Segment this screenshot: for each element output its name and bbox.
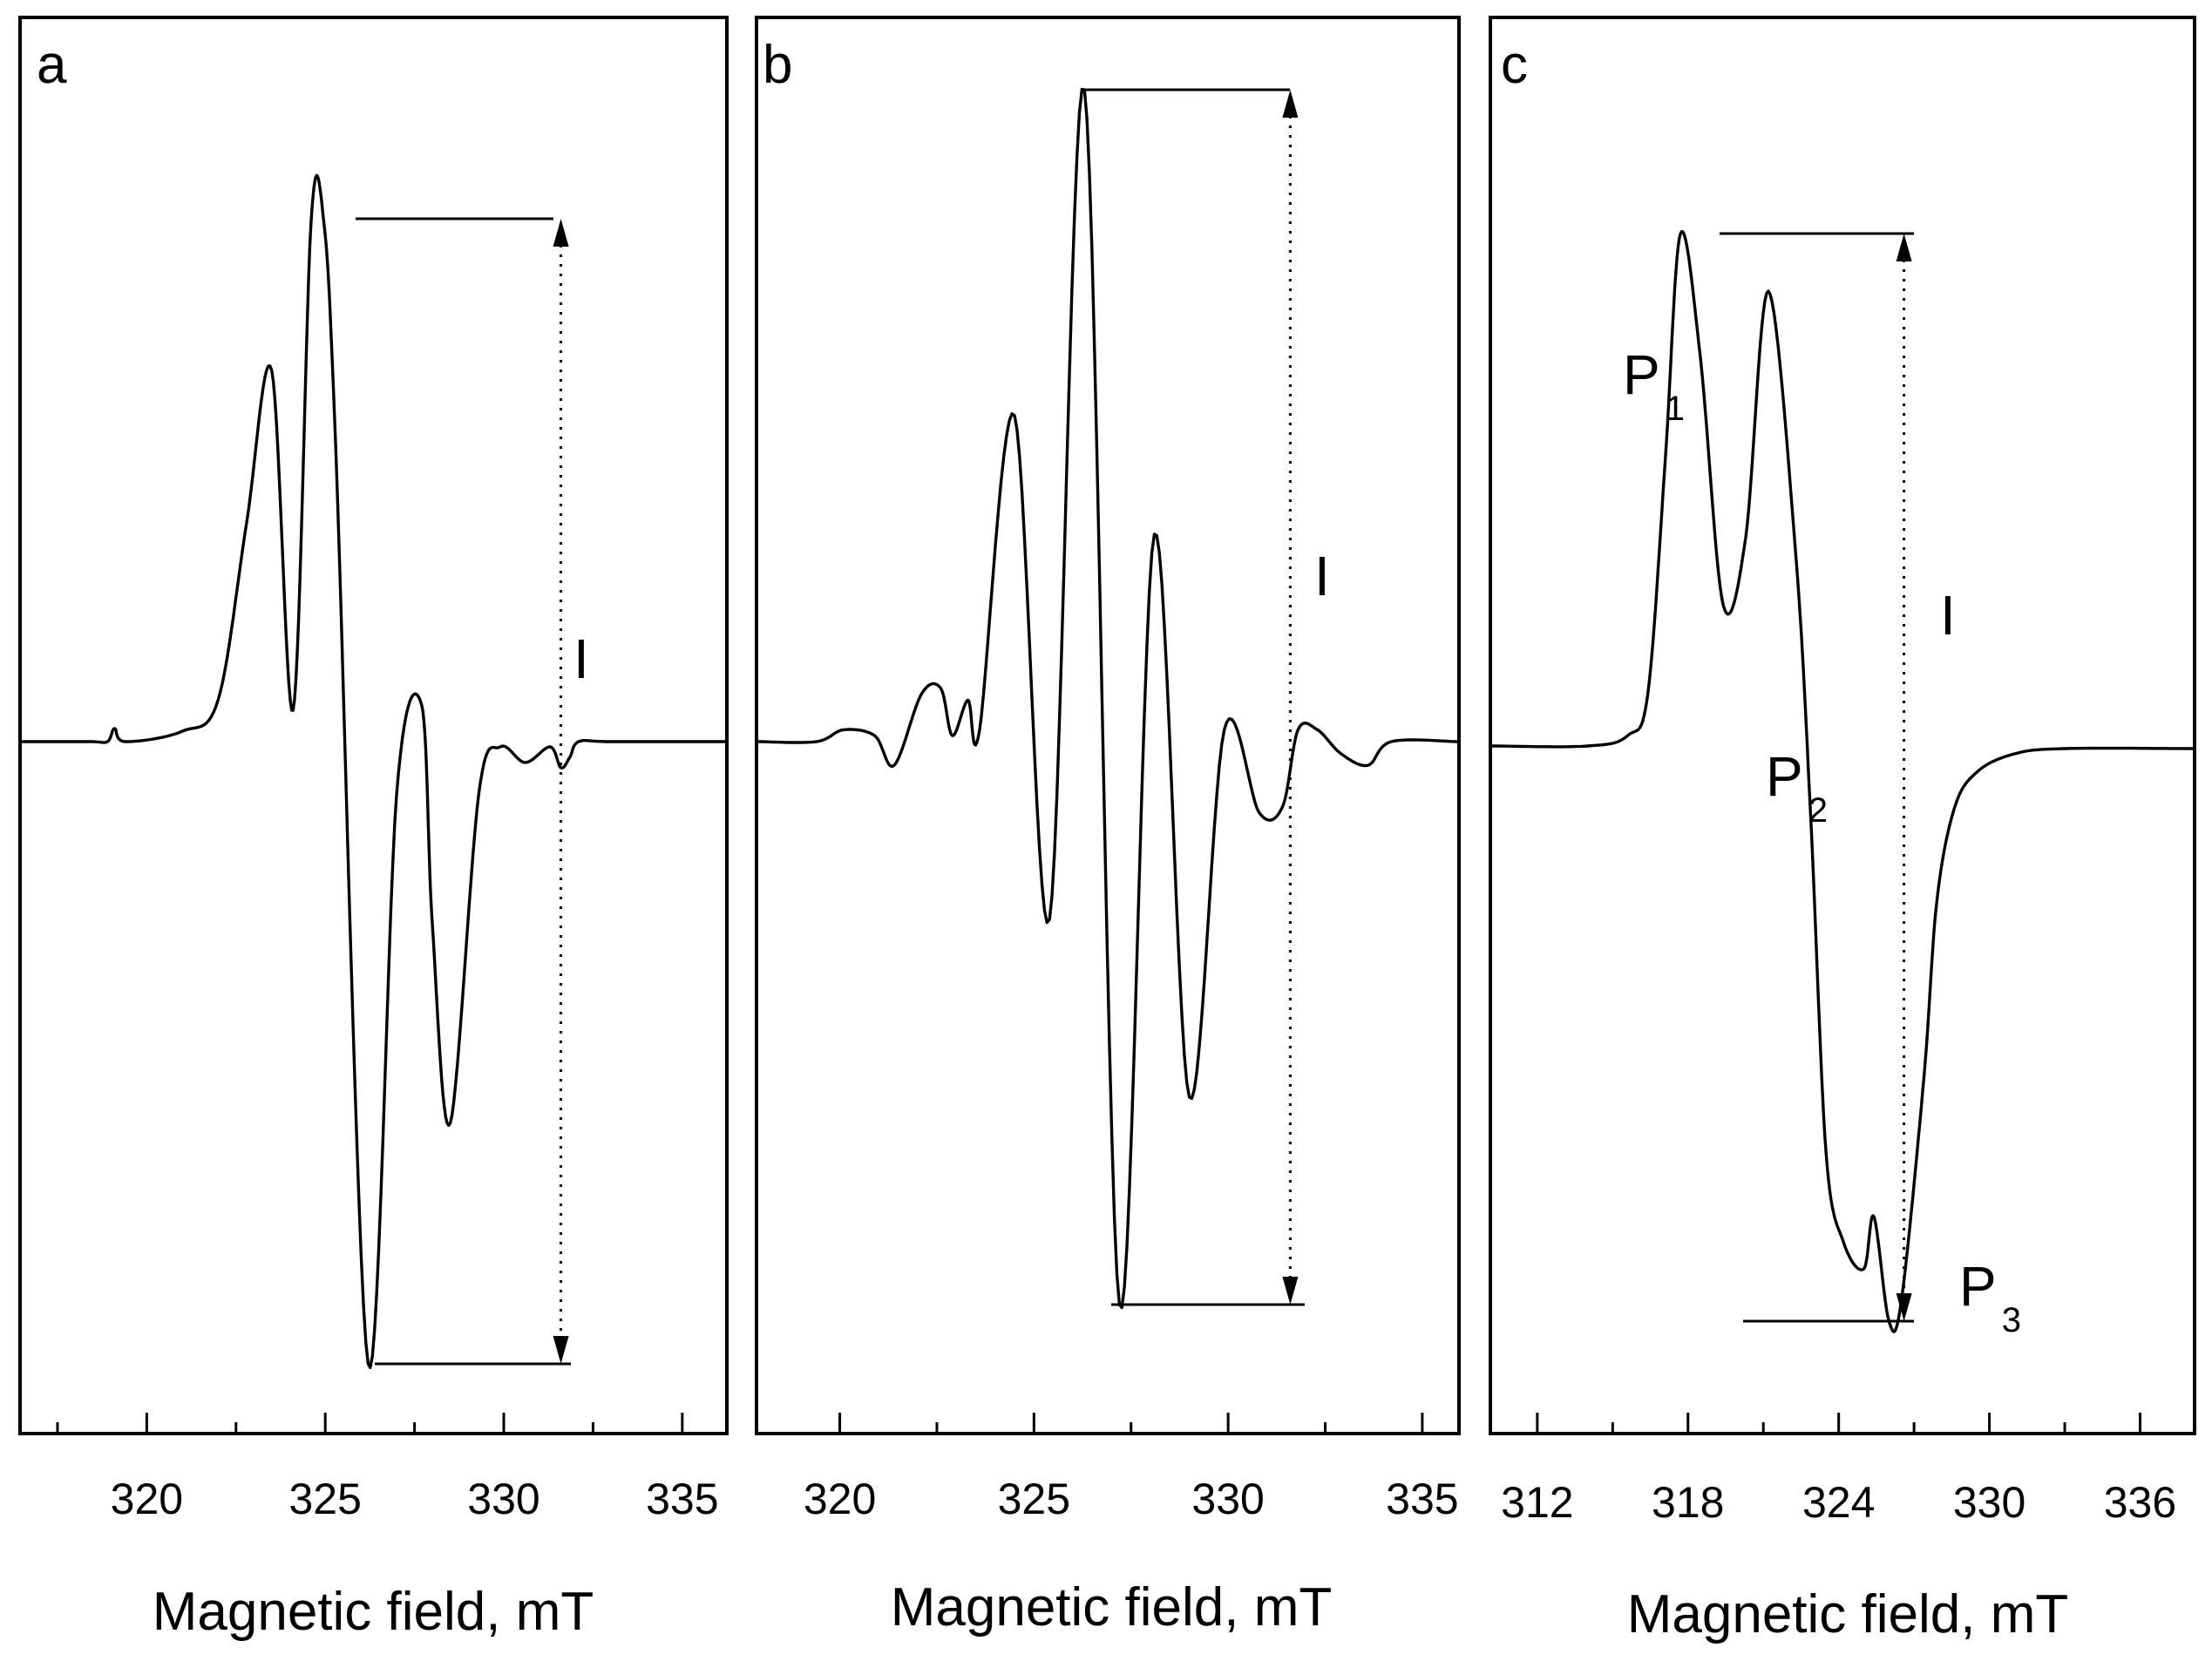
panel-a-label: a [37,35,67,95]
panel-c-arrowhead-up [1896,234,1912,261]
panel-a-frame [18,16,729,1435]
peak-label-p3: P3 [1959,1255,2021,1339]
panel-c-arrowhead-down [1896,1293,1912,1321]
panel-b: b I 320 325 330 335 Magnetic field, mT [755,16,1461,1637]
panel-a-tick-label: 335 [646,1475,718,1523]
panel-c-tick-label: 324 [1802,1478,1875,1527]
panel-c-intensity-label: I [1940,584,1956,647]
panel-b-tick-label: 320 [804,1475,876,1523]
panel-b-x-axis-title: Magnetic field, mT [891,1577,1333,1637]
panel-c-spectrum-line [1492,229,2193,1333]
panel-a-intensity-label: I [573,627,589,690]
panel-a-tick-label: 320 [111,1475,183,1523]
panel-b-frame [755,16,1461,1435]
panel-c: c I P1 P2 P3 312 318 324 330 336 Magnetic fi… [1489,16,2196,1644]
panel-c-tick-label: 312 [1501,1478,1573,1527]
panel-a-x-axis-title: Magnetic field, mT [153,1582,594,1642]
panel-a: a I 320 325 330 335 Magnetic field, mT [18,16,729,1642]
peak-label-p1: P1 [1623,343,1685,428]
panel-b-label: b [763,35,792,95]
panel-b-intensity-label: I [1314,545,1330,607]
panel-a-tick-label: 330 [467,1475,539,1523]
panel-b-tick-label: 335 [1386,1475,1458,1523]
panel-b-x-axis: 320 325 330 335 [804,1413,1459,1523]
panel-b-arrowhead-down [1282,1277,1299,1305]
panel-a-arrowhead-down [553,1336,569,1364]
panel-b-tick-label: 330 [1191,1475,1264,1523]
panel-a-arrowhead-up [553,219,569,247]
panel-c-frame [1489,16,2196,1435]
panel-c-tick-label: 336 [2104,1478,2176,1527]
panel-c-tick-label: 330 [1953,1478,2025,1527]
peak-label-p2: P2 [1766,745,1828,830]
panel-b-arrowhead-up [1282,90,1299,118]
panel-b-tick-label: 325 [998,1475,1070,1523]
panel-c-label: c [1501,35,1528,95]
panel-c-x-axis: 312 318 324 330 336 [1501,1413,2176,1527]
panel-a-x-axis: 320 325 330 335 [56,1413,719,1523]
panel-c-tick-label: 318 [1652,1478,1724,1527]
panel-b-spectrum-line [758,87,1458,1310]
panel-a-tick-label: 325 [288,1475,361,1523]
panel-c-x-axis-title: Magnetic field, mT [1627,1584,2069,1644]
panel-a-spectrum-line [22,173,725,1370]
